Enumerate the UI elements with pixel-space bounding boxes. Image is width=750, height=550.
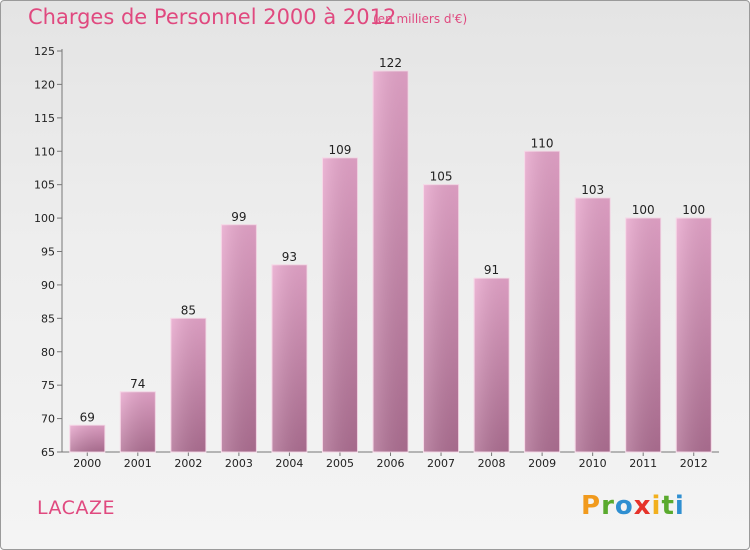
y-tick-label: 85 [41, 312, 55, 325]
x-tick-label: 2001 [124, 457, 152, 470]
x-tick-label: 2007 [427, 457, 455, 470]
y-tick-label: 100 [34, 212, 55, 225]
x-tick-label: 2003 [225, 457, 253, 470]
x-tick-label: 2000 [73, 457, 101, 470]
chart-subtitle: (en milliers d'€) [373, 12, 468, 26]
logo-letter: i [651, 491, 662, 521]
bar-value-label: 85 [181, 303, 196, 317]
bar-value-label: 91 [484, 263, 499, 277]
chart-title: Charges de Personnel 2000 à 2012 [28, 5, 397, 29]
bar-value-label: 110 [531, 136, 554, 150]
y-tick-label: 115 [34, 112, 55, 125]
logo-letter: P [581, 491, 602, 521]
y-tick-label: 80 [41, 346, 55, 359]
bar-shade [120, 391, 156, 452]
bar-value-label: 69 [80, 410, 95, 424]
x-tick-label: 2011 [629, 457, 657, 470]
y-tick-label: 70 [41, 413, 55, 426]
bar-shade [271, 264, 307, 452]
x-tick-label: 2012 [680, 457, 708, 470]
bar-shade [221, 224, 257, 452]
x-tick-label: 2002 [174, 457, 202, 470]
bar-shade [170, 318, 206, 452]
x-tick-label: 2008 [478, 457, 506, 470]
x-tick-label: 2005 [326, 457, 354, 470]
y-tick-label: 65 [41, 446, 55, 459]
logo-letter: t [661, 491, 675, 521]
bar-value-label: 99 [231, 210, 246, 224]
bar-value-label: 103 [581, 183, 604, 197]
y-tick-label: 95 [41, 246, 55, 259]
bar-value-label: 74 [130, 377, 145, 391]
bar-shade [69, 425, 105, 452]
y-tick-label: 75 [41, 379, 55, 392]
x-tick-label: 2010 [579, 457, 607, 470]
y-tick-label: 110 [34, 145, 55, 158]
logo-letter: o [614, 491, 634, 521]
x-tick-label: 2004 [275, 457, 303, 470]
logo-letter: r [601, 491, 615, 521]
logo-letter: x [633, 491, 652, 521]
labels-group: 2000 69 2001 74 2002 85 2003 99 2004 93 2005 109 200… [73, 56, 707, 470]
logo-letter: i [674, 491, 685, 521]
bar-shade [676, 218, 712, 452]
bar-shade [524, 151, 560, 452]
bars-group [69, 70, 712, 453]
bar-value-label: 100 [682, 203, 705, 217]
x-tick-label: 2009 [528, 457, 556, 470]
y-tick-label: 90 [41, 279, 55, 292]
bar-shade [373, 71, 408, 453]
bar-value-label: 109 [329, 143, 352, 157]
bar-shade [423, 184, 459, 452]
proxiti-logo[interactable]: Proxiti [581, 491, 685, 521]
bar-shade [322, 157, 358, 452]
bar-shade [625, 218, 661, 452]
bar-shade [575, 198, 611, 452]
bar-value-label: 93 [282, 250, 297, 264]
bar-value-label: 105 [430, 170, 453, 184]
bar-value-label: 122 [379, 56, 402, 70]
y-tick-label: 125 [34, 45, 55, 58]
bar-value-label: 100 [632, 203, 655, 217]
commune-name: LACAZE [37, 497, 115, 519]
bar-shade [474, 278, 510, 452]
chart-axes: 65 70 75 80 85 90 95 100 105 110 115 120 125 [34, 45, 719, 459]
y-tick-label: 120 [34, 78, 55, 91]
y-tick-label: 105 [34, 179, 55, 192]
x-tick-label: 2006 [377, 457, 405, 470]
